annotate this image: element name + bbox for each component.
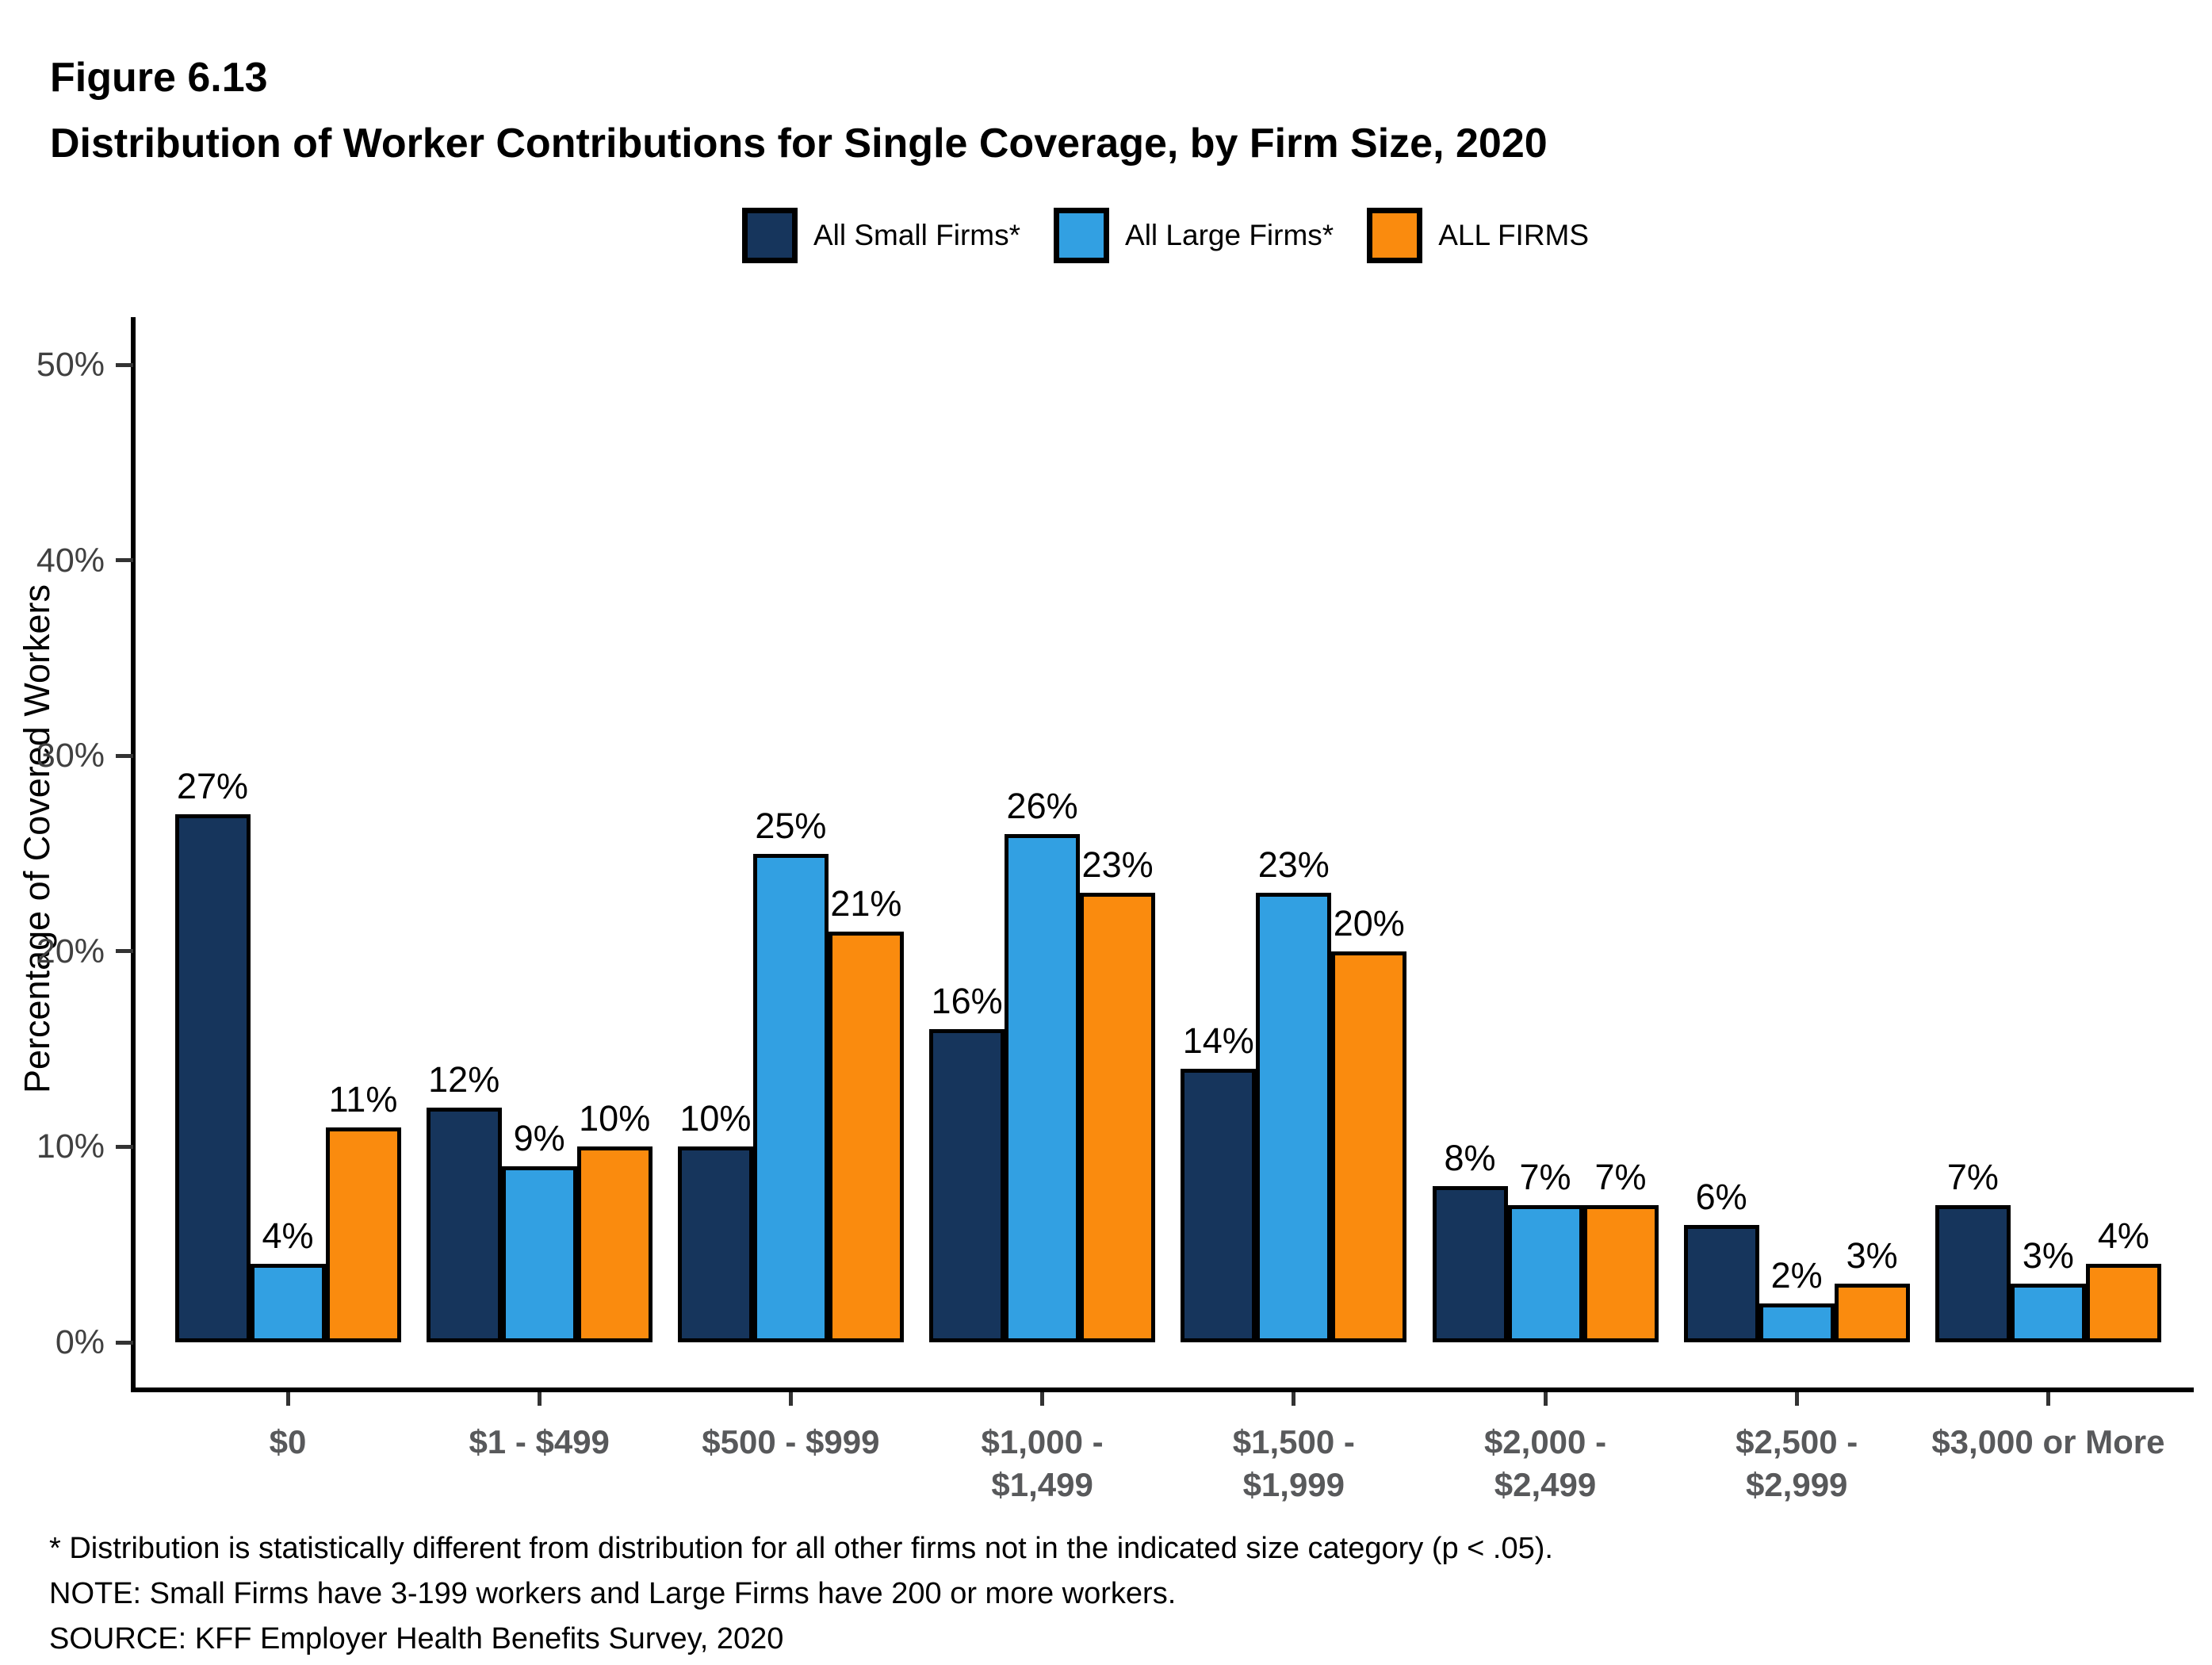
bar-value-label: 7% [1594, 1157, 1647, 1198]
bar-value-label: 7% [1946, 1157, 1999, 1198]
bar-value-label: 26% [1006, 785, 1078, 826]
y-axis-tick-label: 50% [36, 346, 105, 384]
legend-label: ALL FIRMS [1438, 219, 1590, 251]
bar-value-label: 10% [579, 1098, 651, 1139]
bar-value-label: 8% [1444, 1137, 1496, 1178]
x-axis-tick-mark [537, 1392, 542, 1406]
y-axis-tick-label: 0% [55, 1323, 105, 1361]
y-axis-tick-label: 10% [36, 1127, 105, 1166]
bar-value-label: 27% [176, 766, 249, 807]
bar [677, 1146, 753, 1342]
legend-label: All Large Firms* [1125, 219, 1334, 251]
x-axis-tick-mark [788, 1392, 793, 1406]
y-axis-tick-mark [116, 753, 133, 758]
bar-value-label: 12% [428, 1059, 500, 1100]
bar [501, 1166, 577, 1342]
footnote-note: NOTE: Small Firms have 3-199 workers and… [49, 1577, 1177, 1610]
legend-item: All Small Firms* [741, 208, 1021, 263]
legend-label: All Small Firms* [813, 219, 1021, 251]
y-axis-tick-label: 40% [36, 541, 105, 580]
legend-swatch [1054, 208, 1110, 263]
y-axis-tick-mark [116, 1340, 133, 1345]
x-axis-label: $0 [269, 1423, 307, 1460]
legend-item: ALL FIRMS [1367, 208, 1589, 263]
x-axis-label: $3,000 or More [1931, 1423, 2165, 1460]
y-axis-tick-mark [116, 558, 133, 563]
chart-legend: All Small Firms* All Large Firms* ALL FIRM… [135, 205, 2196, 266]
x-axis-tick-mark [2046, 1392, 2050, 1406]
bar [1080, 892, 1156, 1342]
bar-value-label: 16% [931, 981, 1003, 1022]
x-axis-tick-mark [285, 1392, 290, 1406]
bar-value-label: 3% [2022, 1235, 2074, 1276]
bar [1759, 1303, 1835, 1342]
bar-value-label: 2% [1770, 1254, 1823, 1296]
y-axis-tick-mark [116, 1144, 133, 1149]
bar-value-label: 23% [1081, 844, 1154, 885]
x-axis-label: $2,000 - $2,499 [1483, 1423, 1607, 1503]
bar [325, 1127, 401, 1342]
y-axis-line [131, 317, 136, 1392]
x-axis-line [131, 1388, 2194, 1392]
x-axis-label: $1 - $499 [469, 1423, 610, 1460]
bar-value-label: 23% [1257, 844, 1330, 885]
legend-item: All Large Firms* [1054, 208, 1334, 263]
figure-number: Figure 6.13 [50, 55, 268, 101]
bar [2085, 1264, 2161, 1342]
bar [1432, 1185, 1508, 1342]
bar [1181, 1068, 1257, 1342]
bar [1582, 1205, 1659, 1342]
bar [1331, 951, 1407, 1342]
x-axis-label: $2,500 - $2,999 [1736, 1423, 1858, 1503]
y-axis-tick-label: 20% [36, 932, 105, 970]
bar [1683, 1225, 1759, 1342]
bar [1935, 1205, 2011, 1342]
y-axis-tick-mark [116, 362, 133, 367]
legend-swatch [1367, 208, 1423, 263]
title-block: Figure 6.13 Distribution of Worker Contr… [50, 57, 1548, 164]
footnote-significance: * Distribution is statistically differen… [49, 1532, 1553, 1565]
x-axis-label: $1,500 - $1,999 [1232, 1423, 1355, 1503]
bar [1005, 833, 1081, 1342]
bar-value-label: 4% [2097, 1215, 2149, 1257]
bar-value-label: 25% [755, 805, 827, 846]
bar-value-label: 10% [679, 1098, 752, 1139]
bar-value-label: 14% [1182, 1020, 1254, 1061]
x-axis-label: $500 - $999 [702, 1423, 880, 1460]
bar [2010, 1284, 2086, 1342]
bar-value-label: 7% [1519, 1157, 1571, 1198]
bar [752, 853, 829, 1342]
x-axis-label: $1,000 - $1,499 [981, 1423, 1104, 1503]
y-axis-tick-label: 30% [36, 737, 105, 775]
bar [250, 1264, 326, 1342]
bar [174, 814, 251, 1342]
bar-value-label: 3% [1846, 1235, 1898, 1276]
bar [828, 932, 904, 1342]
footnotes: * Distribution is statistically differen… [49, 1526, 1553, 1662]
x-axis-tick-mark [1040, 1392, 1045, 1406]
bar [426, 1108, 502, 1342]
footnote-source: SOURCE: KFF Employer Health Benefits Sur… [49, 1622, 784, 1655]
bar-value-label: 4% [262, 1215, 314, 1257]
bar-value-label: 6% [1695, 1177, 1747, 1218]
bar-value-label: 20% [1333, 902, 1405, 944]
bar-value-label: 21% [830, 883, 902, 924]
x-axis-tick-mark [1543, 1392, 1548, 1406]
bar [1256, 892, 1332, 1342]
x-axis-tick-mark [1292, 1392, 1296, 1406]
x-axis-tick-mark [1794, 1392, 1799, 1406]
bar-value-label: 9% [513, 1118, 565, 1159]
bar [929, 1029, 1005, 1342]
bar-value-label: 11% [328, 1078, 398, 1120]
page-title: Distribution of Worker Contributions for… [50, 121, 1548, 166]
bar [576, 1146, 653, 1342]
bar [1834, 1284, 1910, 1342]
y-axis-tick-mark [116, 949, 133, 954]
bar [1507, 1205, 1583, 1342]
legend-swatch [741, 208, 798, 263]
